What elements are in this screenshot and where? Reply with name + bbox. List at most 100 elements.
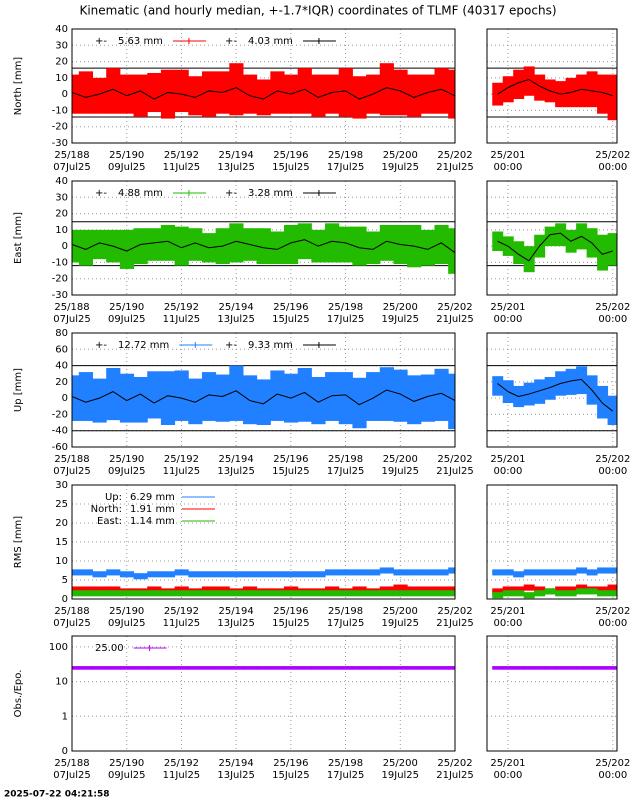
legend-prefix: +- [225,188,237,199]
frame [486,180,618,296]
x-tick-label: 25/198 [328,606,363,617]
y-tick-label: 5 [62,575,68,586]
x-tick-label: 25/188 [54,758,89,769]
x-tick-label: 25/198 [328,302,363,313]
x-tick-label: 25/190 [109,302,144,313]
frame [486,332,618,448]
x-tick-label: 25/201 [490,454,525,465]
frame [486,635,618,752]
y-tick-label: 30 [55,480,68,491]
x-tick-date: 00:00 [494,618,523,629]
plot-area [492,66,617,121]
x-tick-label: 25/196 [273,758,308,769]
y-tick-label: -40 [52,426,68,437]
x-tick-label: 25/192 [164,150,199,161]
y-tick-label: 0 [62,89,68,100]
x-tick-label: 25/194 [219,150,254,161]
x-tick-label: 25/202 [437,606,472,617]
y-tick-label: -60 [52,442,68,453]
legend-label: 6.29 mm [130,492,175,503]
frame [486,484,618,600]
y-tick-label: 0 [62,393,68,404]
panel: 011010025/18807Jul2525/19009Jul2525/1921… [13,635,474,781]
y-tick-label: -30 [52,138,68,149]
x-tick-date: 17Jul25 [327,466,365,477]
legend-label: 3.28 mm [248,188,293,199]
x-tick-date: 09Jul25 [108,770,146,781]
x-tick-label: 25/190 [109,150,144,161]
legend-prefix: +- [225,340,237,351]
frame [71,180,456,296]
x-tick-label: 25/201 [490,606,525,617]
plot-area [72,567,455,597]
x-tick-date: 13Jul25 [217,466,255,477]
x-tick-date: 00:00 [598,466,627,477]
x-tick-date: 13Jul25 [217,314,255,325]
median-line [72,389,455,406]
x-tick-label: 25/190 [109,454,144,465]
y-tick-label: 40 [55,24,68,35]
x-tick-label: 25/192 [164,758,199,769]
x-tick-date: 21Jul25 [436,618,474,629]
y-axis-label: RMS [mm] [13,516,24,568]
x-tick-label: 25/194 [219,454,254,465]
x-tick-label: 25/202 [595,302,630,313]
legend-label: 25.00 [95,643,124,654]
x-tick-date: 17Jul25 [327,162,365,173]
x-tick-date: 07Jul25 [53,466,91,477]
x-tick-label: 25/192 [164,302,199,313]
x-tick-date: 15Jul25 [272,618,310,629]
legend-prefix: +- [95,188,107,199]
x-tick-label: 25/202 [437,758,472,769]
legend-label: 4.03 mm [248,36,293,47]
x-tick-label: 25/196 [273,302,308,313]
y-tick-label: 0 [62,241,68,252]
plot-area [72,365,455,430]
x-tick-date: 09Jul25 [108,618,146,629]
x-tick-label: 25/188 [54,150,89,161]
x-tick-label: 25/194 [219,302,254,313]
x-tick-date: 11Jul25 [163,466,201,477]
x-tick-label: 25/200 [383,454,418,465]
x-tick-date: 15Jul25 [272,466,310,477]
x-tick-label: 25/188 [54,454,89,465]
x-tick-date: 13Jul25 [217,162,255,173]
y-axis-label: East [mm] [13,212,24,264]
y-tick-label: 80 [55,328,68,339]
y-tick-label: 15 [55,537,68,548]
x-tick-label: 25/201 [490,150,525,161]
legend-label: 1.91 mm [130,504,175,515]
legend-label: 5.63 mm [118,36,163,47]
x-tick-label: 25/202 [437,454,472,465]
x-tick-label: 25/196 [273,150,308,161]
x-tick-date: 00:00 [494,162,523,173]
y-tick-label: -10 [52,257,68,268]
median-line [497,378,614,412]
x-tick-date: 00:00 [494,314,523,325]
y-tick-label: -30 [52,290,68,301]
median-line [497,232,613,262]
x-tick-label: 25/198 [328,758,363,769]
x-tick-label: 25/192 [164,454,199,465]
y-tick-label: 10 [55,677,68,688]
legend-label: 9.33 mm [248,340,293,351]
legend-label: 12.72 mm [118,340,169,351]
x-tick-date: 11Jul25 [163,162,201,173]
x-tick-date: 00:00 [598,162,627,173]
x-tick-label: 25/194 [219,606,254,617]
x-tick-date: 11Jul25 [163,770,201,781]
y-tick-label: 20 [55,209,68,220]
x-tick-date: 00:00 [598,770,627,781]
x-tick-date: 07Jul25 [53,162,91,173]
x-tick-date: 17Jul25 [327,770,365,781]
x-tick-label: 25/202 [437,302,472,313]
y-axis-label: Up [mm] [13,368,24,412]
plot-area [492,567,617,599]
frame [486,28,618,144]
